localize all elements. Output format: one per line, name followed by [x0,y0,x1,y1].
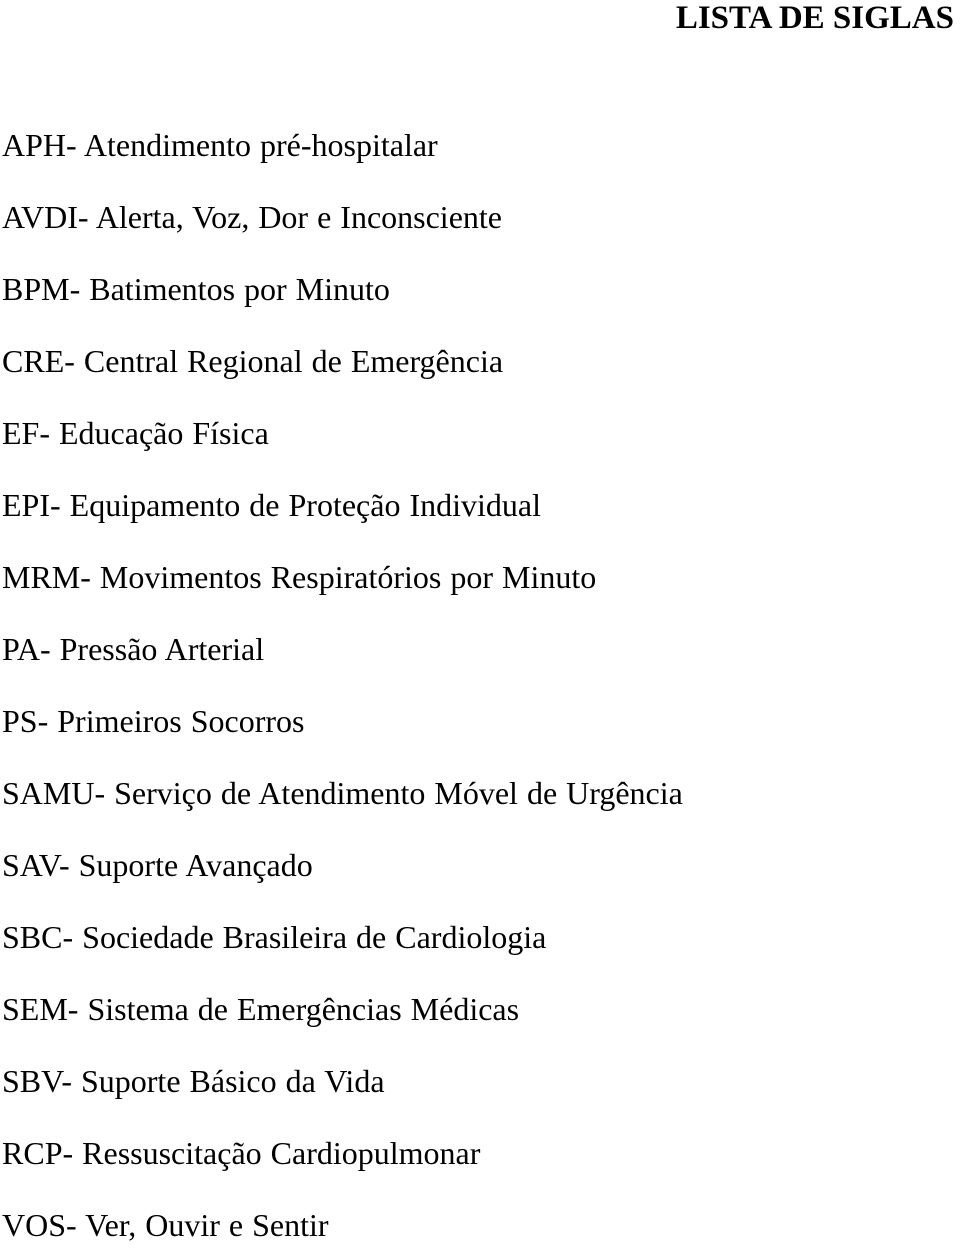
sigla-entry: PS- Primeiros Socorros [2,705,960,737]
siglas-list: APH- Atendimento pré-hospitalar AVDI- Al… [2,129,960,1241]
sigla-entry: SAV- Suporte Avançado [2,849,960,881]
sigla-entry: CRE- Central Regional de Emergência [2,345,960,377]
sigla-entry: PA- Pressão Arterial [2,633,960,665]
sigla-entry: BPM- Batimentos por Minuto [2,273,960,305]
sigla-entry: AVDI- Alerta, Voz, Dor e Inconsciente [2,201,960,233]
sigla-entry: MRM- Movimentos Respiratórios por Minuto [2,561,960,593]
page-title: LISTA DE SIGLAS [0,0,954,37]
sigla-entry: VOS- Ver, Ouvir e Sentir [2,1209,960,1241]
sigla-entry: EPI- Equipamento de Proteção Individual [2,489,960,521]
sigla-entry: APH- Atendimento pré-hospitalar [2,129,960,161]
sigla-entry: SEM- Sistema de Emergências Médicas [2,993,960,1025]
sigla-entry: SBV- Suporte Básico da Vida [2,1065,960,1097]
sigla-entry: RCP- Ressuscitação Cardiopulmonar [2,1137,960,1169]
sigla-entry: SBC- Sociedade Brasileira de Cardiologia [2,921,960,953]
sigla-entry: EF- Educação Física [2,417,960,449]
sigla-entry: SAMU- Serviço de Atendimento Móvel de Ur… [2,777,960,809]
